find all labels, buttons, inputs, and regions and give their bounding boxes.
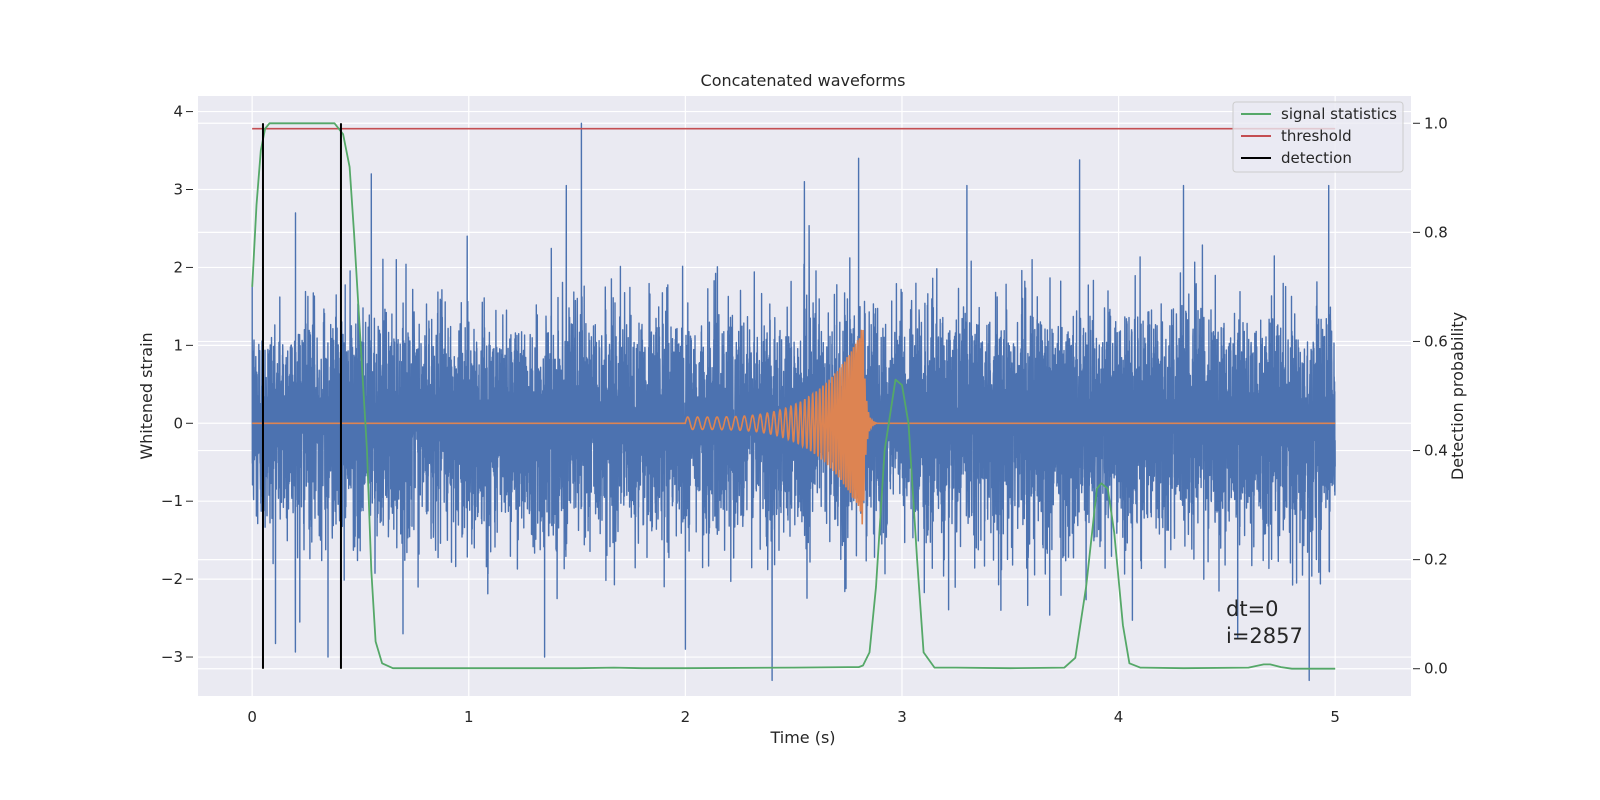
legend-label: detection (1281, 149, 1352, 167)
y2-tick-label: 0.8 (1424, 223, 1448, 241)
legend-entry-threshold: threshold (1241, 127, 1352, 145)
legend: signal statistics threshold detection (1232, 101, 1404, 173)
y-tick-label: 2 (173, 258, 183, 276)
y-tick-label: −2 (161, 570, 183, 588)
y2-tick-label: 0.6 (1424, 332, 1448, 350)
data-layer (251, 122, 1336, 682)
x-tick-label: 5 (1330, 708, 1340, 726)
x-tick-label: 1 (464, 708, 474, 726)
y-axis-label: Whitened strain (137, 332, 156, 459)
waveform-trace (252, 329, 1336, 525)
legend-entry-signal-statistics: signal statistics (1241, 105, 1397, 123)
noise-trace (251, 122, 1336, 682)
annotation-index: i=2857 (1226, 624, 1303, 648)
y2-tick-label: 0.2 (1424, 551, 1448, 569)
chart-title: Concatenated waveforms (701, 71, 906, 90)
legend-entry-detection: detection (1241, 149, 1352, 167)
x-axis-label: Time (s) (769, 728, 835, 747)
y2-tick-label: 1.0 (1424, 114, 1448, 132)
y-tick-label: −1 (161, 492, 183, 510)
annotation: dt=0 i=2857 (1226, 597, 1303, 648)
y-tick-label: 4 (173, 103, 183, 121)
axes: 0 1 2 3 4 5 −3 −2 −1 0 1 2 3 4 0.0 0.2 0.4 0.6 0.8 1.0 (161, 103, 1448, 726)
legend-box (1232, 101, 1404, 173)
x-tick-label: 2 (681, 708, 691, 726)
legend-label: signal statistics (1281, 105, 1397, 123)
y-tick-label: 0 (173, 414, 183, 432)
legend-label: threshold (1281, 127, 1352, 145)
y-tick-label: −3 (161, 648, 183, 666)
x-tick-label: 0 (247, 708, 257, 726)
x-tick-label: 3 (897, 708, 907, 726)
y-tick-label: 1 (173, 336, 183, 354)
y2-tick-label: 0.4 (1424, 442, 1448, 460)
annotation-dt: dt=0 (1226, 597, 1279, 621)
x-tick-label: 4 (1114, 708, 1124, 726)
y-tick-label: 3 (173, 181, 183, 199)
y2-tick-label: 0.0 (1424, 660, 1448, 678)
signal-statistics-line (251, 122, 1336, 670)
y2-axis-label: Detection probability (1448, 312, 1467, 480)
